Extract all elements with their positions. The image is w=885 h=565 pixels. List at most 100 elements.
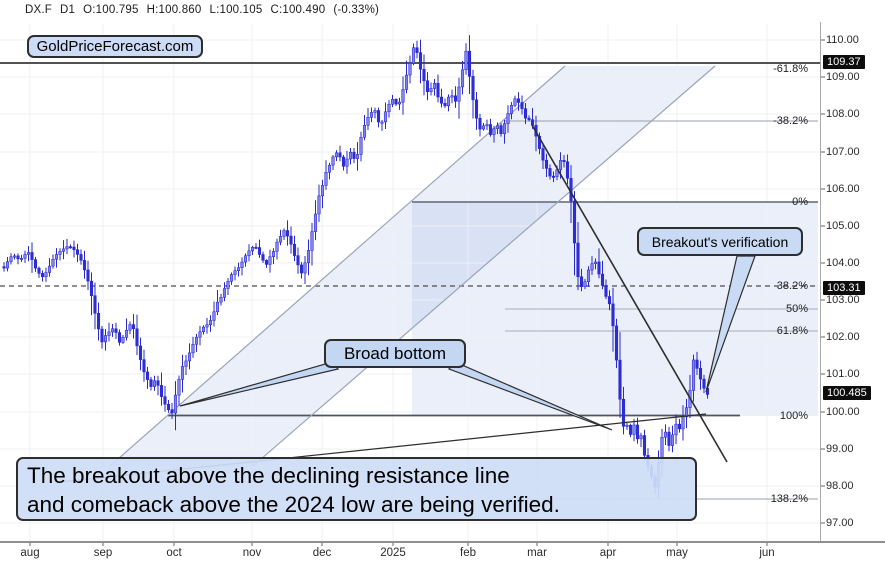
candle-body <box>411 47 416 64</box>
breakout-verification-tail <box>705 255 756 393</box>
x-axis-label: 2025 <box>380 547 406 559</box>
candle-body <box>177 379 181 396</box>
candle-body <box>628 424 633 435</box>
candle-body <box>408 62 412 76</box>
fib-label: 61.8% <box>776 325 808 337</box>
candle-body <box>131 324 136 330</box>
candle-body <box>537 135 542 149</box>
candle-body <box>373 110 377 113</box>
candle-body <box>565 161 570 179</box>
candle-body <box>264 260 269 265</box>
x-axis-label: nov <box>242 547 262 559</box>
candle-body <box>604 285 608 297</box>
time-axis-border <box>0 541 885 543</box>
candle-body <box>135 328 139 347</box>
candle-body <box>453 95 458 102</box>
candle-body <box>362 124 367 138</box>
candle-body <box>285 230 290 237</box>
candle-body <box>72 246 76 250</box>
candle-body <box>457 86 461 102</box>
candle-body <box>191 344 195 354</box>
candle-body <box>180 366 185 380</box>
candle-body <box>247 250 251 256</box>
fib-label: -61.8% <box>773 63 808 75</box>
x-axis-label: oct <box>166 547 182 559</box>
candle-body <box>618 359 622 400</box>
x-axis-label: jun <box>759 547 775 559</box>
candle-body <box>670 434 675 446</box>
candle-body <box>677 423 682 430</box>
candle-body <box>184 360 188 367</box>
open-value: O:100.795 <box>83 4 139 16</box>
candle-body <box>586 269 591 282</box>
price-badge: 109.37 <box>823 55 865 69</box>
declining-resistance[interactable] <box>531 124 728 463</box>
candle-body <box>261 254 265 261</box>
candle-body <box>296 255 300 266</box>
x-axis-label: may <box>666 547 688 559</box>
candle-body <box>16 255 20 260</box>
candle-body <box>436 83 440 98</box>
candle-body <box>240 261 244 268</box>
candle-body <box>562 160 566 162</box>
candle-body <box>215 301 220 313</box>
symbol-label[interactable]: DX.F <box>25 4 52 16</box>
fib-label: 138.2% <box>770 493 808 505</box>
candle-body <box>401 89 405 103</box>
candle-body <box>639 435 643 440</box>
y-axis-label: 107.00 <box>826 146 860 158</box>
channel-lower[interactable] <box>252 65 716 467</box>
candle-body <box>271 251 276 257</box>
x-axis-label: apr <box>599 547 617 559</box>
candle-body <box>621 399 626 427</box>
candle-body <box>527 117 531 120</box>
y-axis-label: 101.00 <box>826 368 860 380</box>
candle-body <box>390 99 395 105</box>
note-line-1: The breakout above the declining resista… <box>27 463 510 488</box>
candle-body <box>663 431 668 438</box>
candle-body <box>681 416 685 430</box>
candle-body <box>121 337 125 343</box>
annotation-note-box[interactable]: The breakout above the declining resista… <box>16 457 697 521</box>
candle-body <box>380 121 384 124</box>
candle-body <box>369 112 374 118</box>
candle-body <box>145 371 150 380</box>
price-badge: 100.485 <box>823 386 871 400</box>
candle-body <box>327 164 332 173</box>
candle-body <box>387 103 391 113</box>
candle-body <box>383 111 388 123</box>
candle-body <box>208 320 213 326</box>
candle-body <box>268 256 272 265</box>
candle-body <box>544 159 549 169</box>
candle-body <box>310 231 314 251</box>
candle-body <box>439 96 444 104</box>
candle-body <box>572 200 577 244</box>
candle-body <box>152 380 157 387</box>
candle-body <box>530 119 535 126</box>
candle-body <box>502 123 507 134</box>
candle-body <box>541 148 545 161</box>
candle-body <box>96 313 101 330</box>
candle-body <box>292 243 297 256</box>
timeframe-label[interactable]: D1 <box>60 4 76 16</box>
candle-body <box>275 241 279 252</box>
candle-body <box>198 331 202 338</box>
candle-body <box>495 125 500 129</box>
price-badge: 103.31 <box>823 281 865 295</box>
candle-body <box>397 101 402 105</box>
candle-body <box>481 125 486 130</box>
candle-body <box>166 404 171 410</box>
quote-ohlc-bar: DX.F D1 O:100.795 H:100.860 L:100.105 C:100.4… <box>25 4 387 16</box>
annotation-breakout-verification[interactable]: Breakout's verification <box>637 227 803 256</box>
candle-body <box>513 98 517 106</box>
candle-body <box>233 270 237 275</box>
candle-body <box>460 69 465 88</box>
annotation-broad-bottom[interactable]: Broad bottom <box>324 339 466 368</box>
y-axis-label: 105.00 <box>826 220 860 232</box>
candle-body <box>523 108 528 119</box>
candle-body <box>23 254 27 259</box>
y-axis-label: 100.00 <box>826 406 860 418</box>
x-axis-label: dec <box>312 547 332 559</box>
candle-body <box>5 261 10 269</box>
candle-body <box>579 276 584 287</box>
